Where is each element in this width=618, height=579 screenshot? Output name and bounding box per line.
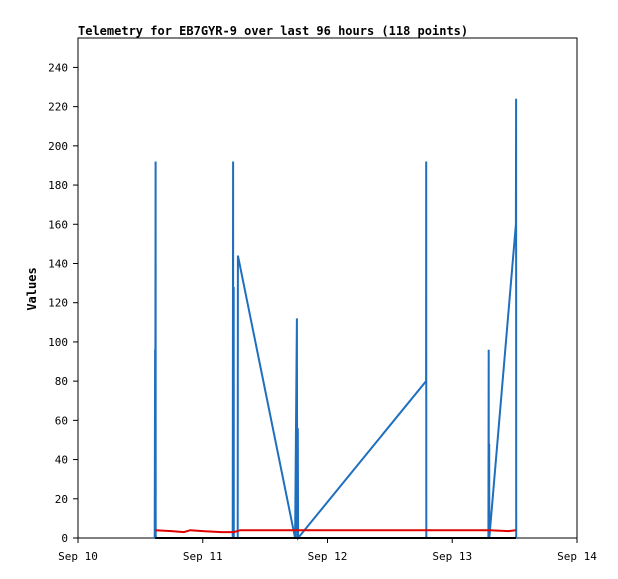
y-axis-title: Values (25, 267, 39, 310)
x-tick-label: Sep 13 (432, 550, 472, 563)
y-tick-label: 60 (55, 414, 68, 427)
x-tick-label: Sep 10 (58, 550, 98, 563)
series-layer (153, 98, 518, 541)
y-tick-label: 220 (48, 101, 68, 114)
y-tick-label: 20 (55, 493, 68, 506)
x-axis-ticks: Sep 10 Sep 11 Sep 12 Sep 13 Sep 14 (58, 538, 597, 563)
plot-frame (77, 37, 578, 539)
y-tick-label: 240 (48, 61, 68, 74)
chart-title: Telemetry for EB7GYR-9 over last 96 hour… (78, 24, 468, 38)
y-tick-label: 180 (48, 179, 68, 192)
y-tick-label: 140 (48, 257, 68, 270)
x-tick-label: Sep 12 (308, 550, 348, 563)
y-tick-label: 100 (48, 336, 68, 349)
y-axis-ticks: 0 20 40 60 80 100 120 140 160 180 200 220 240 (48, 61, 78, 545)
y-tick-label: 200 (48, 140, 68, 153)
series-line-2 (155, 529, 517, 534)
y-tick-label: 120 (48, 297, 68, 310)
x-tick-label: Sep 14 (557, 550, 597, 563)
y-tick-label: 80 (55, 375, 68, 388)
y-tick-label: 0 (61, 532, 68, 545)
y-tick-label: 40 (55, 454, 68, 467)
y-tick-label: 160 (48, 218, 68, 231)
x-tick-label: Sep 11 (183, 550, 223, 563)
